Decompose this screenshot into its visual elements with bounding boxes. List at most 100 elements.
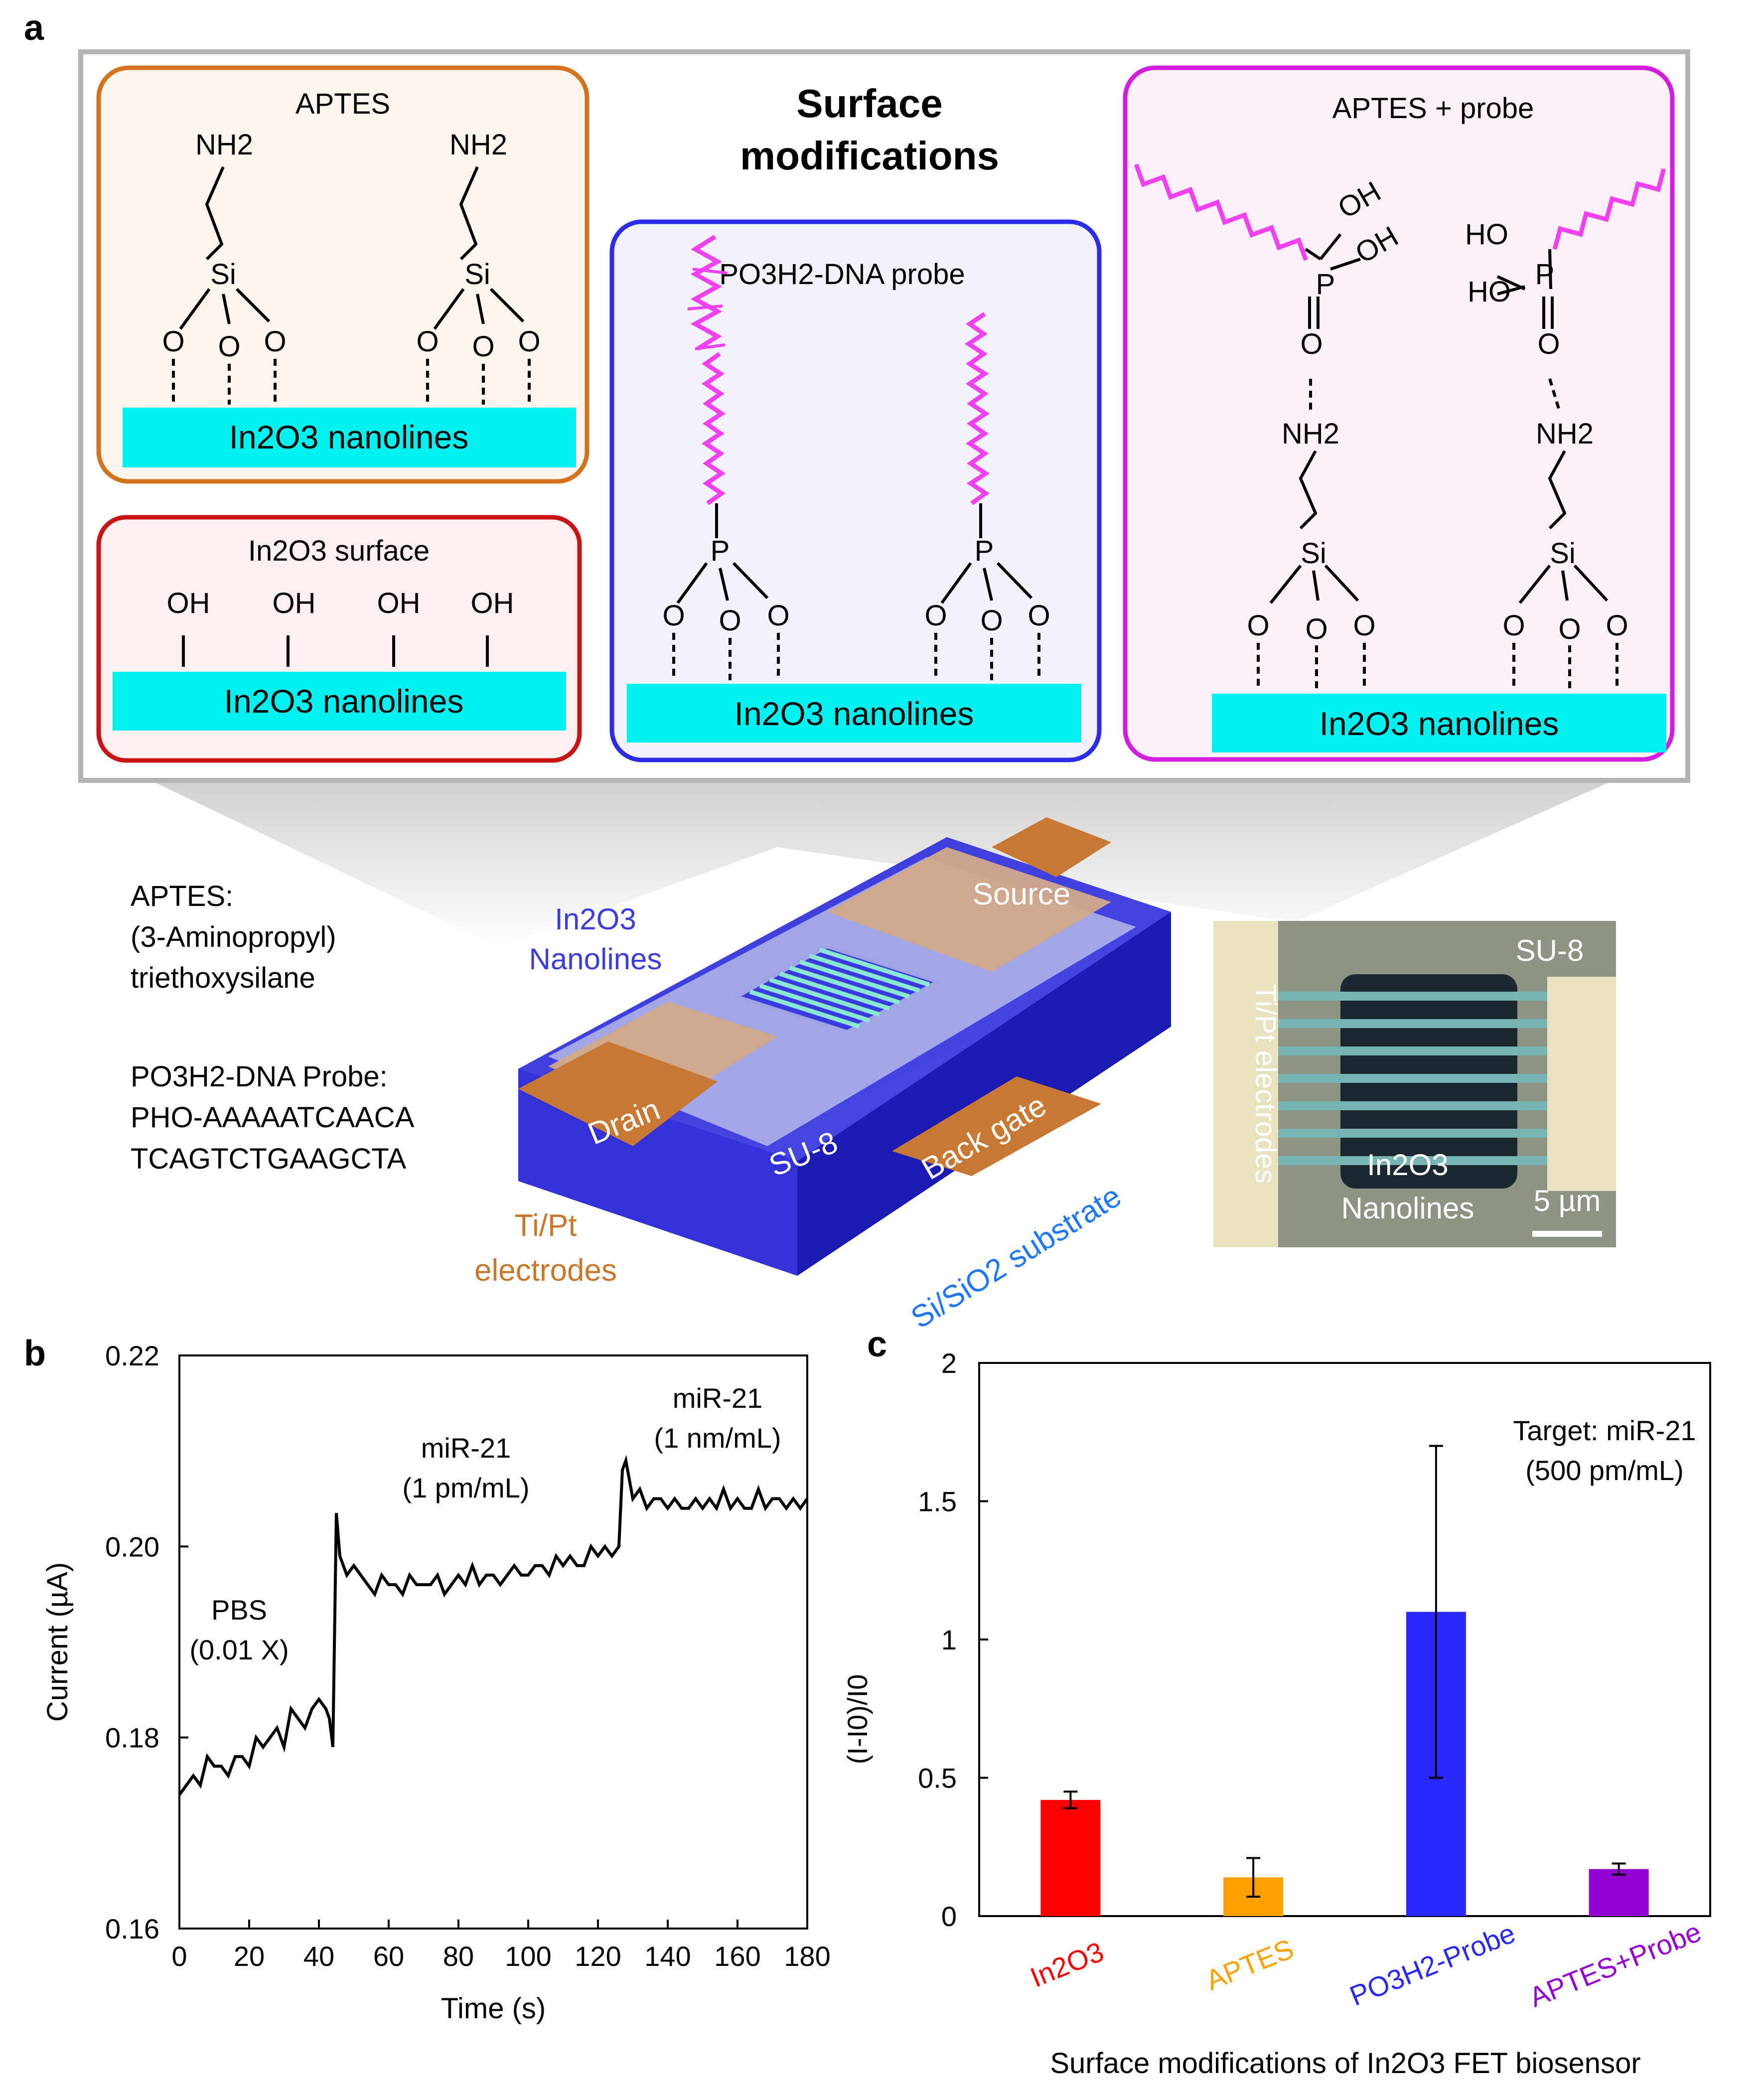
chart-b-frame xyxy=(178,1354,808,1930)
panel-letter-b: b xyxy=(24,1334,46,1373)
aptes-probe-o-1: O xyxy=(1300,328,1323,360)
aptes-probe-p-2: P xyxy=(1535,258,1555,291)
aptes-box-title: APTES xyxy=(295,88,390,120)
chart-b-ytick-label: 0.18 xyxy=(105,1722,159,1754)
chart-b-xtick-label: 180 xyxy=(784,1940,830,1972)
chart-c-ytick-label: 2 xyxy=(941,1347,957,1379)
panel-letter-a: a xyxy=(24,8,44,48)
aptes-si-2: Si xyxy=(464,258,490,291)
annotation-mir21-b-2: (1 nm/mL) xyxy=(654,1422,781,1454)
legend-aptes-1: APTES: xyxy=(131,880,233,912)
aptes-o-1c: O xyxy=(264,325,286,358)
chart-b-xtick-label: 0 xyxy=(171,1940,187,1972)
chart-b-xtick-label: 100 xyxy=(505,1940,551,1972)
oh-label-1: OH xyxy=(167,587,210,619)
chart-c-ytick-label: 1.5 xyxy=(918,1486,957,1517)
aptes-probe-si-2: Si xyxy=(1550,537,1576,570)
chart-c-ytick-label: 0 xyxy=(941,1901,957,1932)
aptes-probe-p-1: P xyxy=(1316,268,1335,300)
panel-a-title-line2: modifications xyxy=(740,134,999,178)
in2o3-surface-box: In2O3 surface In2O3 nanolines OH OH OH O… xyxy=(96,515,582,763)
device-tipt-label-2: electrodes xyxy=(474,1253,617,1288)
micrograph: SU-8 Ti/Pt electrodes In2O3 Nanolines 5 … xyxy=(1213,921,1616,1247)
panel-letter-c: c xyxy=(867,1325,887,1364)
aptes-o-2b: O xyxy=(472,330,494,363)
chart-b-ytick-label: 0.16 xyxy=(105,1913,159,1944)
chart-b-xtick-label: 40 xyxy=(303,1940,334,1972)
category-label-1: APTES xyxy=(1201,1933,1298,1996)
chart-c-xlabel: Surface modifications of In2O3 FET biose… xyxy=(1050,2047,1640,2080)
aptes-probe-o-1b: O xyxy=(1305,613,1327,645)
aptes-o-2c: O xyxy=(518,325,540,358)
micrograph-nanolines-label: Nanolines xyxy=(1341,1192,1474,1225)
micrograph-electrodes-label: Ti/Pt electrodes xyxy=(1249,984,1282,1184)
micrograph-in2o3-label: In2O3 xyxy=(1367,1148,1448,1182)
device-in2o3-label: In2O3 xyxy=(555,902,636,936)
category-label-3: APTES+Probe xyxy=(1525,1916,1706,2013)
bar-0 xyxy=(1040,1799,1101,1916)
category-label-0: In2O3 xyxy=(1026,1936,1108,1993)
aptes-probe-o-1a: O xyxy=(1247,609,1269,642)
micrograph-su8-label: SU-8 xyxy=(1516,934,1584,967)
chart-b-xtick-label: 140 xyxy=(644,1940,691,1972)
aptes-probe-o-1c: O xyxy=(1353,609,1375,642)
dna-probe-box: PO3H2-DNA probe In2O3 nanolines P O O O xyxy=(609,219,1102,762)
aptes-probe-o-2a: O xyxy=(1502,609,1525,642)
aptes-probe-box: APTES + probe In2O3 nanolines xyxy=(1123,65,1675,762)
aptes-nh2-1: NH2 xyxy=(195,129,253,161)
chart-b-xtick-label: 20 xyxy=(234,1940,265,1972)
dna-o-1a: O xyxy=(662,599,685,632)
device-tipt-label-1: Ti/Pt xyxy=(514,1208,577,1243)
legend-probe-2: PHO-AAAAATCAACA xyxy=(131,1101,415,1134)
aptes-substrate xyxy=(123,408,576,467)
dna-o-2b: O xyxy=(980,604,1003,637)
chart-c-annotation-2: (500 pm/mL) xyxy=(1525,1455,1683,1486)
chart-b-xtick-label: 60 xyxy=(373,1940,404,1972)
dna-probe-title: PO3H2-DNA probe xyxy=(719,258,965,291)
dna-substrate xyxy=(627,684,1081,743)
dna-strand-1b xyxy=(701,352,726,505)
dna-strand-1 xyxy=(690,235,723,351)
chart-b-ytick-label: 0.20 xyxy=(105,1531,159,1562)
device-source-label: Source xyxy=(973,877,1070,911)
panel-a-title-line1: Surface xyxy=(796,81,942,126)
device-nanolines-label: Nanolines xyxy=(529,942,662,976)
aptes-probe-ho-1: HO xyxy=(1465,218,1508,251)
legend-aptes-2: (3-Aminopropyl) xyxy=(131,921,336,953)
aptes-box: APTES In2O3 nanolines NH2 Si O O O NH2 xyxy=(96,65,589,484)
aptes-nh2-2: NH2 xyxy=(449,129,507,161)
back-gate-pad xyxy=(892,1076,1101,1176)
aptes-probe-strand-1 xyxy=(1134,163,1309,261)
legend-probe-1: PO3H2-DNA Probe: xyxy=(131,1060,388,1093)
dna-o-1b: O xyxy=(719,604,741,637)
legend-probe-3: TCAGTCTGAAGCTA xyxy=(131,1143,406,1175)
drain-electrode xyxy=(518,1042,718,1146)
response-bar-chart: 0 0.5 1 1.5 2 In2O3 APTES PO3H2-Probe APTES+Pro… xyxy=(842,1347,1711,2080)
chart-b-xtick-label: 160 xyxy=(714,1940,760,1972)
dna-strand-1-branches xyxy=(687,268,728,350)
chart-b-ylabel: Current (µA) xyxy=(41,1562,74,1722)
aptes-probe-substrate-label: In2O3 nanolines xyxy=(1320,705,1559,742)
annotation-mir21-b-1: miR-21 xyxy=(673,1382,762,1414)
annotation-mir21-a-2: (1 pm/mL) xyxy=(402,1472,529,1503)
oh-label-4: OH xyxy=(471,587,514,619)
aptes-substrate-label: In2O3 nanolines xyxy=(229,419,469,455)
device-substrate-label: Si/SiO2 substrate xyxy=(905,1179,1127,1336)
chart-b-xlabel: Time (s) xyxy=(441,1992,546,2025)
category-label-2: PO3H2-Probe xyxy=(1345,1917,1520,2012)
aptes-si-1: Si xyxy=(210,258,236,291)
chart-b-xtick-label: 80 xyxy=(443,1940,474,1972)
bar-3 xyxy=(1589,1869,1649,1916)
in2o3-substrate-label: In2O3 nanolines xyxy=(224,683,464,720)
chart-b-xtick-label: 120 xyxy=(575,1940,621,1972)
dna-o-1c: O xyxy=(767,599,789,632)
legend-aptes-3: triethoxysilane xyxy=(131,962,315,994)
annotation-pbs-2: (0.01 X) xyxy=(189,1634,289,1665)
aptes-probe-ho-2: HO xyxy=(1468,276,1511,308)
chart-c-ytick-label: 0.5 xyxy=(918,1763,957,1794)
current-trace xyxy=(178,1455,809,1796)
aptes-o-1b: O xyxy=(218,330,240,363)
dna-substrate-label: In2O3 nanolines xyxy=(735,695,974,732)
aptes-o-1a: O xyxy=(162,325,184,358)
